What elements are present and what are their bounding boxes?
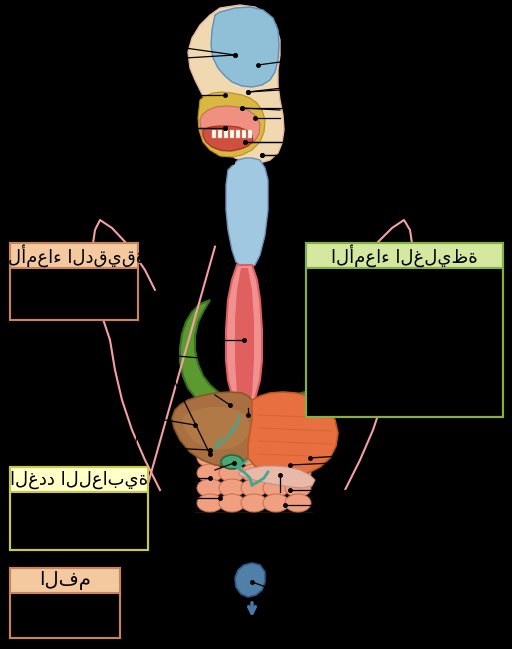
Ellipse shape <box>285 494 311 512</box>
Bar <box>10 467 148 550</box>
Bar <box>236 130 240 138</box>
Bar <box>10 568 120 593</box>
Bar <box>10 568 120 638</box>
Bar <box>10 467 148 492</box>
Bar <box>306 243 503 268</box>
Ellipse shape <box>197 419 223 437</box>
Ellipse shape <box>241 434 267 452</box>
Bar <box>212 130 216 138</box>
Polygon shape <box>203 126 253 151</box>
Polygon shape <box>235 563 265 597</box>
Ellipse shape <box>197 434 223 452</box>
Ellipse shape <box>197 449 223 467</box>
Ellipse shape <box>285 434 311 452</box>
Ellipse shape <box>221 455 243 469</box>
Ellipse shape <box>263 479 289 497</box>
Ellipse shape <box>197 494 223 512</box>
Bar <box>306 243 503 417</box>
Polygon shape <box>188 5 284 163</box>
Polygon shape <box>248 392 338 476</box>
Ellipse shape <box>219 434 245 452</box>
Bar <box>10 593 120 638</box>
Ellipse shape <box>241 464 267 482</box>
Ellipse shape <box>219 479 245 497</box>
Polygon shape <box>198 92 265 157</box>
Ellipse shape <box>197 479 223 497</box>
Bar <box>10 243 138 268</box>
Bar <box>10 268 138 320</box>
Polygon shape <box>226 158 268 268</box>
Ellipse shape <box>263 449 289 467</box>
Polygon shape <box>238 466 315 488</box>
Polygon shape <box>200 106 260 151</box>
Text: الغدد اللعابية: الغدد اللعابية <box>10 471 148 489</box>
Bar <box>248 130 252 138</box>
Text: الفم: الفم <box>39 570 91 590</box>
Bar <box>10 243 138 320</box>
Text: الأمعاء الغليظة: الأمعاء الغليظة <box>331 244 478 267</box>
Polygon shape <box>211 7 279 87</box>
Text: الأمعاء الدقيقة: الأمعاء الدقيقة <box>3 244 145 267</box>
Ellipse shape <box>241 494 267 512</box>
Bar <box>230 130 234 138</box>
Ellipse shape <box>263 434 289 452</box>
Ellipse shape <box>285 449 311 467</box>
Bar <box>10 492 148 550</box>
Ellipse shape <box>263 464 289 482</box>
Polygon shape <box>182 407 250 450</box>
Ellipse shape <box>285 464 311 482</box>
Ellipse shape <box>263 419 289 437</box>
Ellipse shape <box>241 419 267 437</box>
Polygon shape <box>172 392 260 466</box>
Ellipse shape <box>285 419 311 437</box>
Ellipse shape <box>219 419 245 437</box>
Bar <box>242 130 246 138</box>
Polygon shape <box>226 265 262 408</box>
Bar <box>224 130 228 138</box>
Bar <box>306 268 503 417</box>
Ellipse shape <box>197 464 223 482</box>
Ellipse shape <box>285 479 311 497</box>
Ellipse shape <box>219 494 245 512</box>
Ellipse shape <box>241 449 267 467</box>
Ellipse shape <box>219 464 245 482</box>
Polygon shape <box>235 268 254 408</box>
Ellipse shape <box>219 449 245 467</box>
Polygon shape <box>180 300 352 417</box>
Bar <box>218 130 222 138</box>
Ellipse shape <box>263 494 289 512</box>
Ellipse shape <box>241 479 267 497</box>
